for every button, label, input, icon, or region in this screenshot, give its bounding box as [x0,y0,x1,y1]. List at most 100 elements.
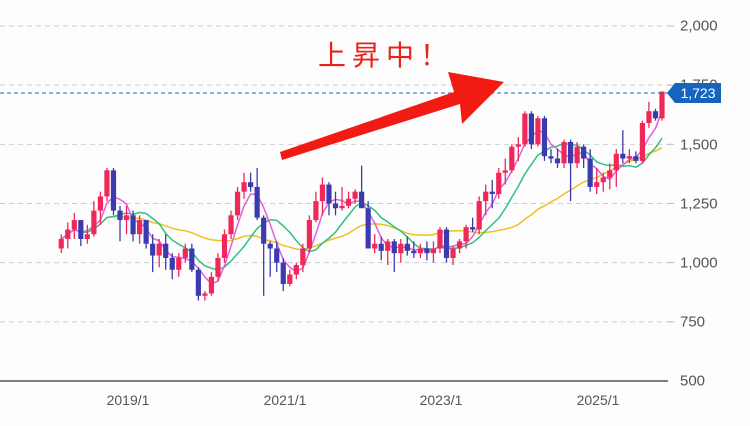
candle [123,215,130,221]
candle [456,241,463,249]
candle [150,243,156,256]
candle [163,243,169,258]
candle [319,184,326,202]
candle [535,118,541,145]
candle [548,156,554,159]
candle [332,203,339,209]
candle [554,158,561,164]
candle [639,123,646,161]
candle [202,293,208,296]
candle [254,186,260,218]
candle [594,182,600,187]
candle [600,177,606,183]
candle [443,229,450,258]
candle [110,170,117,211]
candle [430,248,437,254]
candle [528,113,534,145]
candle [261,217,267,244]
candle [169,257,175,270]
candle [339,205,345,209]
candle [404,243,410,251]
candles [58,91,665,301]
candle [345,198,352,206]
candle [372,243,378,249]
candle [587,158,593,187]
candle [287,274,293,284]
candle [411,250,417,254]
candle [97,196,104,211]
candle [359,191,365,209]
candle [463,227,469,242]
candle [137,220,143,235]
candle [117,210,123,221]
candle [221,234,228,258]
candle [581,146,587,159]
candle [208,276,215,294]
candle [385,241,391,251]
candle [365,208,371,249]
candle [293,265,299,275]
candle [607,170,613,178]
candle [189,248,195,270]
candle [215,257,221,277]
candle [78,220,84,239]
annotation-text: 上昇中！ [318,40,455,71]
candle [326,184,332,204]
candle [182,248,188,258]
last-price-badge: 1,723 [667,83,721,103]
candle [489,191,495,195]
candle [398,243,404,254]
candle [280,262,286,284]
candle [91,210,97,235]
candle [567,141,574,164]
candle [620,153,626,159]
candle [424,248,430,254]
candle [176,257,182,270]
candle [71,220,77,230]
x-tick-label: 2025/1 [576,392,620,408]
moving-average-line [60,147,663,251]
candle [509,146,515,171]
candle [248,182,254,187]
candle [391,241,397,254]
candle [143,220,149,244]
x-tick-label: 2019/1 [106,392,150,408]
candle [104,170,110,197]
candle [496,172,502,195]
candle [58,239,64,249]
candle [522,113,528,145]
candle [437,229,443,249]
candle [483,191,489,202]
candle [476,201,482,230]
candle [352,191,358,199]
candle [561,141,567,164]
arrow-icon [280,72,504,160]
candle [633,156,639,161]
candle [130,215,136,235]
x-tick-label: 2021/1 [263,392,307,408]
y-tick-label: 500 [680,372,706,390]
candle [470,227,476,230]
candle [156,243,162,256]
candle [378,243,384,251]
candle [228,215,234,235]
candle [659,91,665,119]
candle [502,170,508,173]
y-tick-label: 1,500 [680,136,718,154]
candle [417,248,423,254]
candle [300,248,306,266]
candle [195,269,201,296]
candle [541,118,548,157]
candle [84,234,90,239]
candle [313,201,319,221]
y-tick-label: 750 [680,313,706,331]
candle [515,144,521,147]
candle [65,229,71,239]
y-tick-label: 1,250 [680,195,718,213]
y-tick-label: 1,000 [680,254,718,272]
candle [652,111,659,119]
candle [626,156,632,159]
candle [274,248,280,263]
y-tick-label: 2,000 [680,17,718,35]
